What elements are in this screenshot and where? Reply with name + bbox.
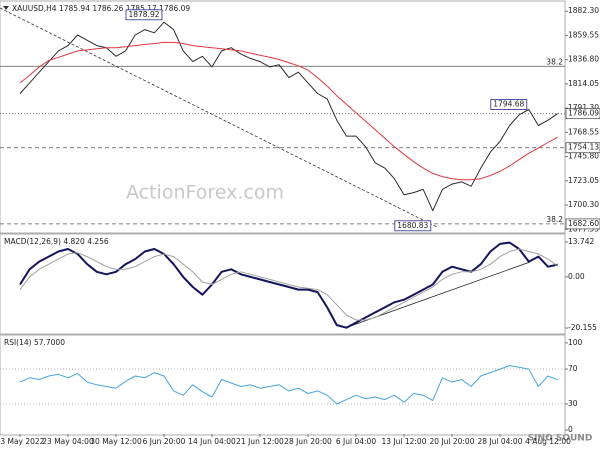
price-box xyxy=(565,142,600,154)
trend-line xyxy=(0,7,438,228)
panel xyxy=(0,0,566,234)
price-callout: 1794.68 xyxy=(493,100,524,109)
panel-title: XAUUSD,H4 1785.94 1786.26 1785.17 1786.0… xyxy=(12,4,190,13)
x-tick-label: 20 Jul 20:00 xyxy=(430,437,475,446)
y-tick-label: 1700.30 xyxy=(568,200,599,209)
symbol-marker xyxy=(3,6,9,10)
x-tick-label: 14 Jun 04:00 xyxy=(188,437,236,446)
price-box xyxy=(565,108,600,120)
y-tick-label: 1814.05 xyxy=(568,79,599,88)
x-tick-label: 30 May 12:00 xyxy=(90,437,142,446)
x-tick-label: 28 Jun 20:00 xyxy=(284,437,332,446)
series-line xyxy=(19,248,558,321)
watermark: ActionForex.com xyxy=(126,182,284,204)
x-tick-label: 28 Jul 04:00 xyxy=(478,437,523,446)
y-tick-label: 1745.80 xyxy=(568,152,599,161)
y-tick-label: 0.00 xyxy=(568,272,585,281)
price-box-label: 1786.09 xyxy=(568,109,599,118)
y-tick-label: 13.742 xyxy=(568,237,594,246)
y-tick-label: 1768.55 xyxy=(568,127,599,136)
y-tick-label: 0 xyxy=(568,425,573,434)
panel-title: RSI(14) 57.7000 xyxy=(4,338,65,347)
y-tick-label: 1723.05 xyxy=(568,176,599,185)
price-callout-box xyxy=(125,9,163,21)
panel-title: MACD(12,26,9) 4.820 4.256 xyxy=(4,237,109,246)
y-tick-label: 70 xyxy=(568,364,578,373)
series-line xyxy=(19,21,558,212)
x-tick-label: 13 May 2022 xyxy=(0,437,45,446)
series-line xyxy=(19,41,558,181)
price-callout-box xyxy=(490,99,528,110)
y-tick-label: 1791.30 xyxy=(568,103,599,112)
logo: SINO SOUND xyxy=(528,434,593,444)
price-callout: 1680.83 xyxy=(397,221,428,230)
x-tick-label: 13 Jul 12:00 xyxy=(382,437,427,446)
series-line xyxy=(19,365,558,405)
panel xyxy=(0,334,566,436)
y-tick-label: 1882.30 xyxy=(568,6,599,15)
series-line xyxy=(19,241,558,329)
y-tick-label: 1859.55 xyxy=(568,30,599,39)
x-tick-label: 4 Aug 12:00 xyxy=(525,437,571,446)
x-tick-label: 21 Jun 12:00 xyxy=(236,437,284,446)
x-tick-label: 6 Jul 04:00 xyxy=(336,437,376,446)
x-tick-label: 6 Jun 20:00 xyxy=(143,437,186,446)
price-box-label: 1754.13 xyxy=(568,143,599,152)
y-tick-label: -20.155 xyxy=(568,323,597,332)
y-tick-label: 30 xyxy=(568,399,578,408)
y-tick-label: 1836.80 xyxy=(568,55,599,64)
panel xyxy=(0,233,566,335)
fib-label: 38.2 xyxy=(546,57,563,66)
price-callout: 1878.92 xyxy=(128,10,159,19)
price-box xyxy=(565,218,600,230)
price-box-label: 1682.60 xyxy=(568,219,599,228)
y-tick-label: 100 xyxy=(568,338,583,347)
fib-label: 38.2 xyxy=(546,215,563,224)
price-callout-box xyxy=(394,220,432,232)
x-tick-label: 23 May 04:00 xyxy=(42,437,94,446)
